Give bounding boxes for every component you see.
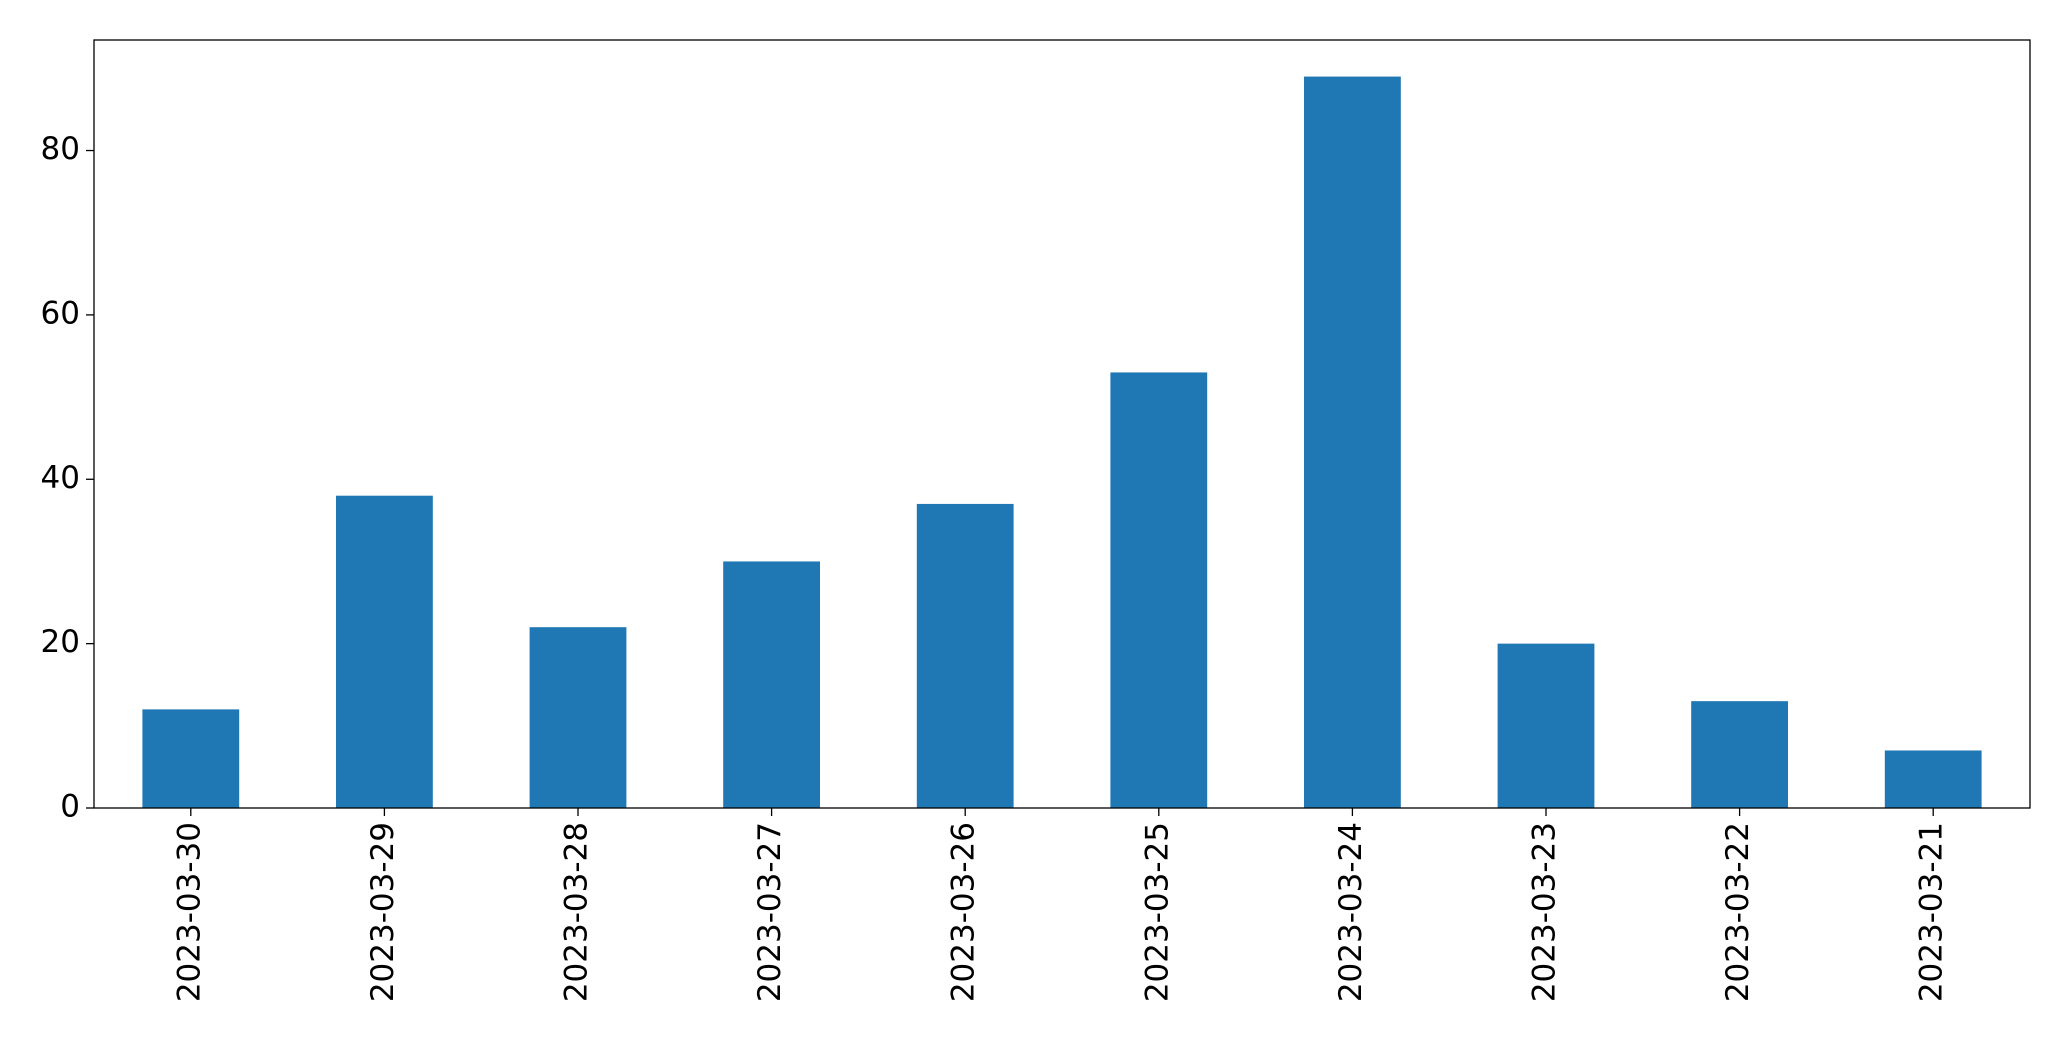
x-tick-label: 2023-03-24 [1333, 822, 1369, 1002]
x-tick-label: 2023-03-27 [752, 822, 788, 1002]
y-tick-label: 80 [41, 131, 80, 167]
x-tick-label: 2023-03-28 [559, 822, 595, 1002]
x-tick-label: 2023-03-25 [1139, 822, 1175, 1002]
bar [1110, 372, 1208, 808]
bar [1304, 76, 1401, 809]
bar [1884, 750, 1982, 808]
x-tick-label: 2023-03-21 [1914, 822, 1950, 1002]
y-tick-label: 40 [41, 460, 80, 496]
bar [142, 709, 240, 808]
x-tick-label: 2023-03-30 [171, 822, 207, 1002]
bar [529, 627, 627, 808]
plot-frame [93, 39, 2031, 809]
x-tick-label: 2023-03-29 [365, 822, 401, 1002]
bar [336, 495, 433, 808]
x-tick-label: 2023-03-22 [1720, 822, 1756, 1002]
y-tick-label: 20 [41, 624, 80, 660]
x-tick-label: 2023-03-26 [946, 822, 982, 1002]
y-tick-label: 60 [41, 295, 80, 331]
bar [723, 561, 820, 808]
y-tick-label: 0 [60, 789, 80, 825]
bar [916, 503, 1014, 808]
bar [1497, 643, 1595, 808]
x-tick-label: 2023-03-23 [1527, 822, 1563, 1002]
bar [1691, 701, 1788, 808]
